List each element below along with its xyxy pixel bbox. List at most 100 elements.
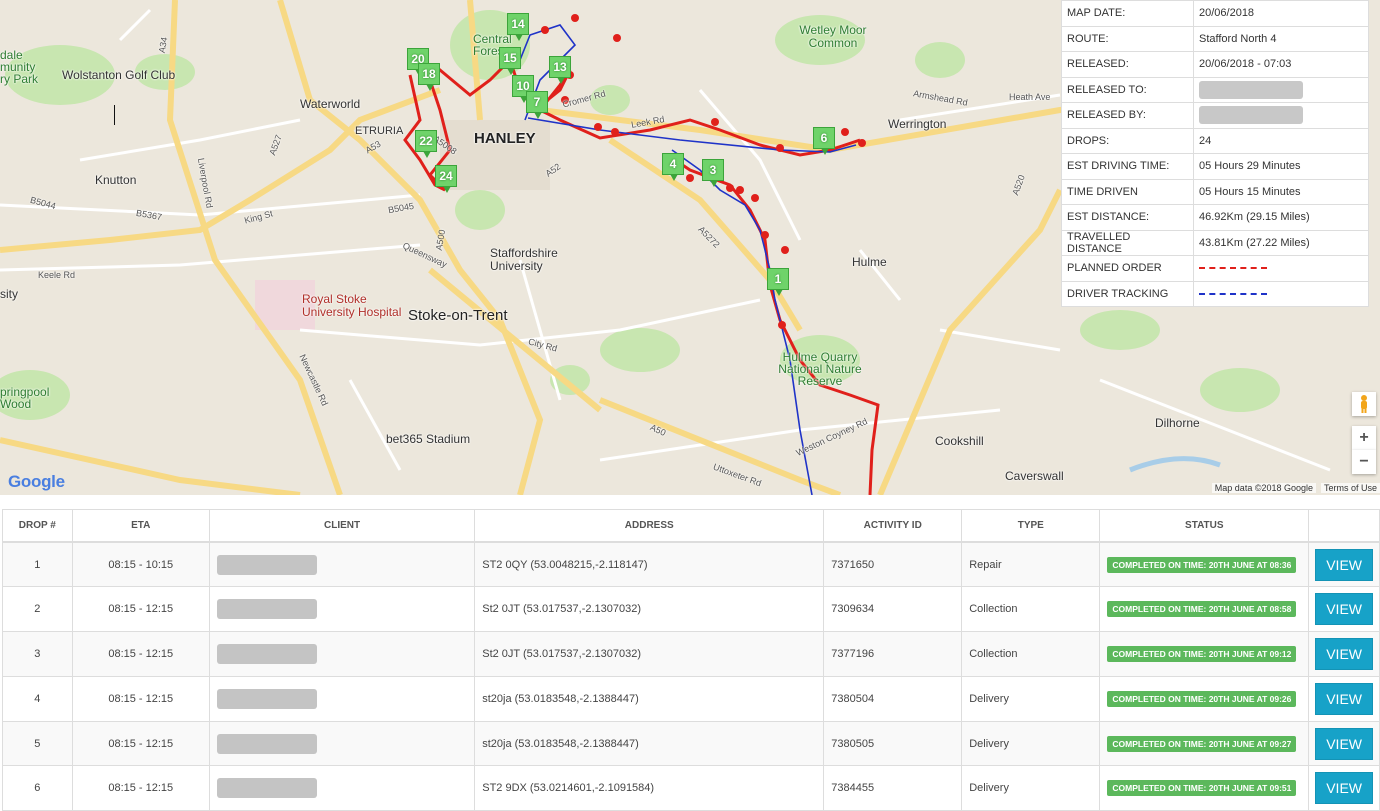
client-cell <box>208 765 476 811</box>
type-cell: Delivery <box>961 675 1101 722</box>
info-value: 05 Hours 15 Minutes <box>1193 178 1369 205</box>
label-wolstanton: Wolstanton Golf Club <box>62 68 176 82</box>
redacted-client <box>216 733 317 754</box>
table-row: 2 08:15 - 12:15 St2 0JT (53.017537,-2.1307… <box>2 586 1380 633</box>
col-drop[interactable]: DROP # <box>2 509 73 543</box>
col-status[interactable]: STATUS <box>1099 509 1310 543</box>
status-badge: COMPLETED ON TIME: 20TH JUNE AT 09:12 <box>1107 645 1297 662</box>
info-label: TIME DRIVEN <box>1061 178 1194 205</box>
route-marker-3[interactable]: 3 <box>702 159 724 187</box>
zoom-in-button[interactable]: + <box>1352 426 1376 450</box>
address-cell: ST2 9DX (53.0214601,-2.1091584) <box>474 765 825 811</box>
info-value <box>1193 76 1369 103</box>
view-button[interactable]: VIEW <box>1315 593 1373 626</box>
info-value: 05 Hours 29 Minutes <box>1193 153 1369 180</box>
route-marker-13[interactable]: 13 <box>549 56 571 84</box>
info-row: RELEASED TO: <box>1061 76 1369 103</box>
label-hulme-quarry: Hulme Quarry National Nature Reserve <box>778 350 862 388</box>
route-marker-18[interactable]: 18 <box>418 63 440 91</box>
info-value <box>1193 255 1369 282</box>
col-activity-id[interactable]: ACTIVITY ID <box>823 509 963 543</box>
status-badge: COMPLETED ON TIME: 20TH JUNE AT 09:51 <box>1107 780 1297 797</box>
pegman-icon <box>1361 395 1367 413</box>
route-marker-15[interactable]: 15 <box>499 47 521 75</box>
redacted-client <box>216 643 317 664</box>
info-label: ROUTE: <box>1061 25 1194 52</box>
info-label: DROPS: <box>1061 127 1194 154</box>
label-stoke: Stoke-on-Trent <box>408 307 508 324</box>
info-row: PLANNED ORDER <box>1061 255 1369 282</box>
status-badge: COMPLETED ON TIME: 20TH JUNE AT 08:58 <box>1107 601 1297 618</box>
label-cookshill: Cookshill <box>935 434 984 448</box>
road-label-heath-ave: Heath Ave <box>1009 92 1051 102</box>
info-row: DROPS: 24 <box>1061 127 1369 154</box>
label-central-forest: Central Forest <box>473 32 512 58</box>
activity-id-cell: 7309634 <box>823 586 963 633</box>
info-label: RELEASED TO: <box>1061 76 1194 103</box>
col-client[interactable]: CLIENT <box>208 509 476 543</box>
info-label: PLANNED ORDER <box>1061 255 1194 282</box>
col-action <box>1308 509 1380 543</box>
info-label: RELEASED: <box>1061 51 1194 78</box>
status-cell: COMPLETED ON TIME: 20TH JUNE AT 08:58 <box>1099 586 1310 633</box>
info-label: EST DISTANCE: <box>1061 204 1194 231</box>
col-eta[interactable]: ETA <box>71 509 210 543</box>
route-marker-6[interactable]: 6 <box>813 127 835 155</box>
type-cell: Collection <box>961 586 1101 633</box>
label-hanley: HANLEY <box>474 130 536 147</box>
route-marker-4[interactable]: 4 <box>662 153 684 181</box>
drops-table: DROP # ETA CLIENT ADDRESS ACTIVITY ID TY… <box>2 509 1380 811</box>
client-cell <box>208 631 476 677</box>
label-royal-stoke: Royal Stoke University Hospital <box>302 292 402 319</box>
client-cell <box>208 586 476 633</box>
status-cell: COMPLETED ON TIME: 20TH JUNE AT 09:27 <box>1099 720 1310 767</box>
info-value: Stafford North 4 <box>1193 25 1369 52</box>
label-springpool: pringpool Wood <box>0 385 50 411</box>
table-row: 1 08:15 - 10:15 ST2 0QY (53.0048215,-2.118… <box>2 541 1380 588</box>
info-row: DRIVER TRACKING <box>1061 280 1369 307</box>
action-cell: VIEW <box>1308 631 1380 677</box>
status-badge: COMPLETED ON TIME: 20TH JUNE AT 08:36 <box>1107 556 1297 573</box>
zoom-out-button[interactable]: − <box>1352 450 1376 474</box>
eta-cell: 08:15 - 12:15 <box>71 586 210 633</box>
road-label-keele-rd: Keele Rd <box>38 270 76 280</box>
info-label: EST DRIVING TIME: <box>1061 153 1194 180</box>
planned-order-legend <box>1199 267 1267 270</box>
redacted-client <box>216 778 317 799</box>
label-knutton: Knutton <box>95 173 137 187</box>
drop-number: 4 <box>2 675 73 722</box>
client-cell <box>208 720 476 767</box>
view-button[interactable]: VIEW <box>1315 727 1373 760</box>
label-waterworld: Waterworld <box>300 97 361 111</box>
info-row: RELEASED BY: <box>1061 102 1369 129</box>
info-value <box>1193 102 1369 129</box>
activity-id-cell: 7377196 <box>823 631 963 677</box>
view-button[interactable]: VIEW <box>1315 772 1373 805</box>
view-button[interactable]: VIEW <box>1315 682 1373 715</box>
status-badge: COMPLETED ON TIME: 20TH JUNE AT 09:27 <box>1107 735 1297 752</box>
label-dilhorne: Dilhorne <box>1155 416 1200 430</box>
route-marker-22[interactable]: 22 <box>415 130 437 158</box>
redacted-client <box>216 688 317 709</box>
action-cell: VIEW <box>1308 675 1380 722</box>
table-row: 6 08:15 - 12:15 ST2 9DX (53.0214601,-2.109… <box>2 765 1380 811</box>
type-cell: Repair <box>961 541 1101 588</box>
drop-number: 5 <box>2 720 73 767</box>
label-bet365: bet365 Stadium <box>386 432 471 446</box>
view-button[interactable]: VIEW <box>1315 548 1373 581</box>
type-cell: Collection <box>961 631 1101 677</box>
street-view-pegman[interactable] <box>1352 392 1376 416</box>
driver-tracking-legend <box>1199 292 1267 295</box>
info-value: 46.92Km (29.15 Miles) <box>1193 204 1369 231</box>
terms-of-use-link[interactable]: Terms of Use <box>1320 483 1380 493</box>
action-cell: VIEW <box>1308 541 1380 588</box>
route-marker-24[interactable]: 24 <box>435 165 457 193</box>
route-marker-7[interactable]: 7 <box>526 91 548 119</box>
view-button[interactable]: VIEW <box>1315 637 1373 670</box>
route-marker-14[interactable]: 14 <box>507 13 529 41</box>
route-marker-1[interactable]: 1 <box>767 268 789 296</box>
col-address[interactable]: ADDRESS <box>474 509 825 543</box>
col-type[interactable]: TYPE <box>961 509 1101 543</box>
status-cell: COMPLETED ON TIME: 20TH JUNE AT 08:36 <box>1099 541 1310 588</box>
action-cell: VIEW <box>1308 586 1380 633</box>
